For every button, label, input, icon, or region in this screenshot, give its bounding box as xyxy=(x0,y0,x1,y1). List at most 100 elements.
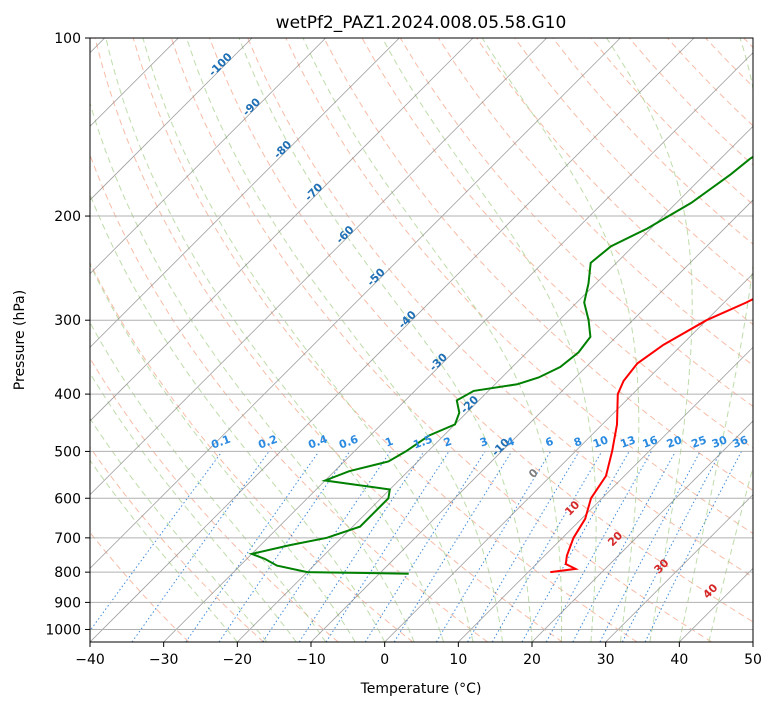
dry-adiabat xyxy=(552,38,753,245)
moist-adiabat-label: 0 xyxy=(526,466,541,481)
mixing-ratio-label: 1.5 xyxy=(412,433,435,452)
mixing-ratio-line xyxy=(325,451,450,642)
dry-adiabat-label: -80 xyxy=(271,138,294,161)
moist-adiabat xyxy=(238,38,533,642)
y-tick-label: 1000 xyxy=(45,622,81,638)
mixing-ratio-label: 16 xyxy=(641,433,660,451)
isotherm-line xyxy=(679,567,753,642)
dry-adiabat xyxy=(209,38,753,623)
mixing-ratio-label: 0.6 xyxy=(337,433,360,452)
x-tick-label: −20 xyxy=(223,652,253,668)
mixing-ratio-label: 0.4 xyxy=(306,433,329,452)
isotherm-line xyxy=(384,273,753,642)
dry-adiabat xyxy=(743,38,753,49)
isotherm-line xyxy=(90,38,547,496)
dry-adiabat xyxy=(590,38,753,206)
isotherm-line xyxy=(90,38,474,422)
mixing-ratio-line xyxy=(572,451,676,642)
mixing-ratio-line xyxy=(545,451,652,642)
mixing-ratio-label: 13 xyxy=(619,433,638,450)
dry-adiabat xyxy=(90,357,339,642)
dry-adiabat xyxy=(132,38,638,642)
dry-adiabat-label: -20 xyxy=(458,393,481,416)
dry-adiabat xyxy=(514,38,753,285)
x-tick-label: −40 xyxy=(75,652,105,668)
isotherm-line xyxy=(163,52,753,642)
dry-adiabat xyxy=(94,38,563,642)
dry-adiabat-label: -60 xyxy=(333,223,356,246)
isotherm-line xyxy=(605,494,753,642)
moist-adiabat xyxy=(142,38,474,642)
isotherm-line xyxy=(310,199,753,642)
pressure-gridlines xyxy=(90,37,753,630)
x-tick-label: 0 xyxy=(380,652,389,668)
dewpoint-trace xyxy=(248,155,753,575)
mixing-ratio-label: 10 xyxy=(591,433,610,451)
isotherm-line xyxy=(237,125,753,642)
isotherm-line xyxy=(531,420,753,642)
dry-adiabat xyxy=(705,38,753,88)
x-tick-label: 20 xyxy=(523,652,541,668)
chart-title: wetPf2_PAZ1.2024.008.05.58.G10 xyxy=(276,13,567,33)
moist-adiabat xyxy=(708,465,753,642)
background-lines xyxy=(90,38,753,642)
mixing-ratio-line xyxy=(218,451,351,642)
mixing-ratio-line xyxy=(185,451,320,642)
isotherm-line xyxy=(90,38,253,201)
dry-adiabat-label: -50 xyxy=(365,265,388,288)
moist-adiabat xyxy=(90,459,238,642)
mixing-ratio-label: 6 xyxy=(544,435,556,450)
moist-adiabat xyxy=(105,38,445,642)
moist-adiabat-label: 40 xyxy=(700,581,720,601)
moist-adiabat xyxy=(678,38,753,642)
dry-adiabat xyxy=(476,38,753,326)
mixing-ratio-label: 3 xyxy=(478,435,490,450)
moist-adiabat xyxy=(302,38,563,642)
x-tick-label: −30 xyxy=(149,652,179,668)
mixing-ratio-line xyxy=(644,451,742,642)
dry-adiabat-label: -70 xyxy=(302,180,325,203)
x-tick-label: 10 xyxy=(449,652,467,668)
dry-adiabat xyxy=(90,261,414,642)
mixing-ratio-label: 0.1 xyxy=(210,433,233,452)
mixing-ratio-line xyxy=(90,451,223,632)
y-tick-label: 700 xyxy=(54,531,81,547)
mixing-ratio-label: 25 xyxy=(690,433,709,450)
mixing-ratio-line xyxy=(262,451,391,642)
isotherm-line xyxy=(458,346,753,642)
y-tick-label: 500 xyxy=(54,444,81,460)
mixing-ratio-line xyxy=(393,451,513,642)
y-axis-label: Pressure (hPa) xyxy=(12,290,28,390)
moist-adiabat xyxy=(90,321,327,642)
isotherm-line xyxy=(752,641,753,642)
mixing-ratio-label: 4 xyxy=(505,435,517,450)
y-tick-label: 900 xyxy=(54,595,81,611)
moist-adiabat xyxy=(381,38,597,642)
moist-adiabat xyxy=(481,38,640,642)
dry-adiabat xyxy=(90,531,190,642)
dry-adiabat xyxy=(437,38,753,366)
dry-adiabat xyxy=(90,446,264,642)
mixing-ratio-line xyxy=(298,451,425,642)
y-tick-label: 300 xyxy=(54,313,81,329)
x-tick-label: −10 xyxy=(296,652,326,668)
dry-adiabat xyxy=(90,153,488,642)
dry-adiabat xyxy=(170,38,712,642)
dry-adiabat xyxy=(667,38,753,127)
isotherm-line xyxy=(90,38,621,569)
isotherm-line xyxy=(90,38,695,642)
moist-adiabat-label: 30 xyxy=(652,556,672,576)
isotherm-line xyxy=(90,38,326,275)
x-axis-label: Temperature (°C) xyxy=(360,681,482,697)
isotherm-line xyxy=(90,38,400,348)
moist-adiabat xyxy=(90,417,268,642)
dry-adiabat xyxy=(285,38,753,535)
mixing-ratio-label: 8 xyxy=(572,435,584,450)
temperature-trace xyxy=(550,297,753,574)
x-tick-label: 30 xyxy=(597,652,615,668)
dry-adiabat-label: -40 xyxy=(396,308,419,331)
moist-adiabat-label: 20 xyxy=(605,529,625,549)
moist-adiabat xyxy=(90,101,415,642)
moist-adiabat-label: 10 xyxy=(562,498,582,518)
